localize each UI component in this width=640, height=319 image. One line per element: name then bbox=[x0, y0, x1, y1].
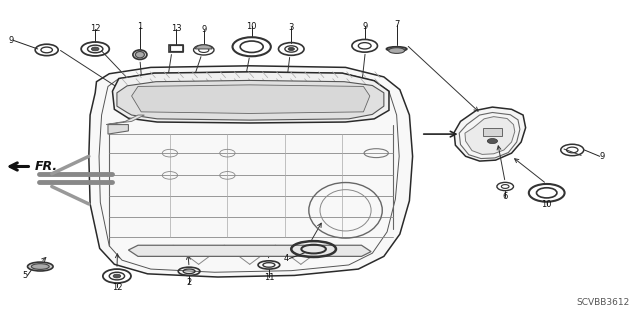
Polygon shape bbox=[465, 117, 515, 154]
Text: 9: 9 bbox=[201, 26, 206, 34]
Text: 6: 6 bbox=[502, 192, 508, 202]
Text: 1: 1 bbox=[138, 22, 143, 31]
Text: FR.: FR. bbox=[35, 160, 58, 173]
Text: 5: 5 bbox=[22, 271, 28, 280]
Circle shape bbox=[288, 48, 294, 50]
Polygon shape bbox=[108, 124, 129, 134]
Text: 3: 3 bbox=[289, 23, 294, 32]
Text: 9: 9 bbox=[600, 152, 605, 161]
Ellipse shape bbox=[133, 50, 147, 59]
Polygon shape bbox=[89, 66, 413, 277]
Polygon shape bbox=[113, 72, 389, 123]
Bar bbox=[170, 45, 182, 51]
Text: 12: 12 bbox=[90, 24, 100, 33]
Polygon shape bbox=[117, 80, 384, 120]
Ellipse shape bbox=[136, 51, 145, 58]
Ellipse shape bbox=[387, 47, 407, 51]
Text: 11: 11 bbox=[264, 272, 274, 281]
Text: 4: 4 bbox=[284, 254, 289, 263]
Ellipse shape bbox=[28, 262, 53, 271]
Text: 12: 12 bbox=[111, 283, 122, 292]
Polygon shape bbox=[132, 85, 370, 114]
Text: 10: 10 bbox=[541, 200, 552, 209]
Text: 2: 2 bbox=[186, 278, 192, 287]
Polygon shape bbox=[129, 245, 371, 256]
Circle shape bbox=[113, 274, 121, 278]
Text: 9: 9 bbox=[362, 22, 367, 31]
Ellipse shape bbox=[31, 264, 49, 269]
Circle shape bbox=[92, 47, 99, 51]
Ellipse shape bbox=[388, 48, 404, 53]
Bar bbox=[170, 45, 183, 52]
Circle shape bbox=[487, 138, 497, 144]
Text: 13: 13 bbox=[171, 24, 182, 33]
Text: 9: 9 bbox=[8, 36, 13, 45]
Wedge shape bbox=[195, 45, 212, 49]
Polygon shape bbox=[483, 128, 502, 136]
Polygon shape bbox=[454, 107, 525, 161]
Text: 10: 10 bbox=[246, 22, 257, 31]
Text: 7: 7 bbox=[394, 20, 399, 29]
Text: SCVBB3612: SCVBB3612 bbox=[577, 298, 630, 307]
Polygon shape bbox=[106, 115, 145, 124]
